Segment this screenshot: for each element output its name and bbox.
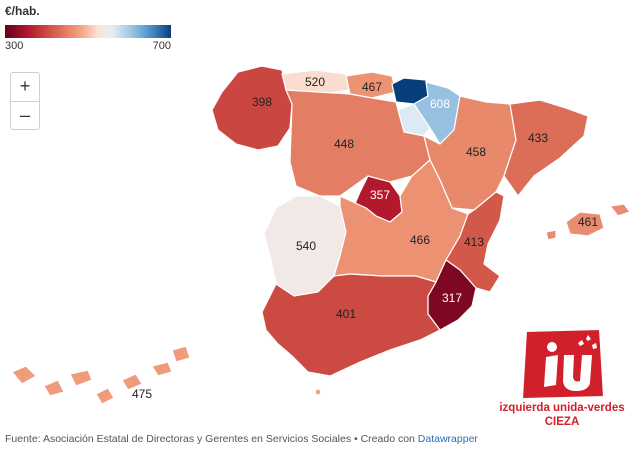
- label-extremadura: 540: [296, 239, 316, 253]
- zoom-control: + –: [10, 72, 40, 130]
- label-baleares: 461: [578, 215, 598, 229]
- zoom-in-button[interactable]: +: [19, 76, 31, 96]
- legend-max-label: 700: [152, 40, 171, 52]
- legend-title: €/hab.: [5, 4, 40, 18]
- iu-logo-mark: [520, 327, 606, 401]
- logo-text: izquierda unida-verdes CIEZA: [492, 401, 632, 429]
- region-navarra[interactable]: [413, 81, 461, 145]
- label-navarra: 608: [430, 97, 450, 111]
- logo-line-1: izquierda unida-verdes: [499, 402, 625, 414]
- label-asturias: 520: [305, 75, 325, 89]
- label-valencia: 413: [464, 235, 484, 249]
- region-valencia[interactable]: [445, 191, 505, 293]
- legend-min-label: 300: [5, 40, 24, 52]
- region-cataluna[interactable]: [503, 99, 589, 198]
- label-castilla-la-mancha: 466: [410, 233, 430, 247]
- label-andalucia: 401: [336, 307, 356, 321]
- datawrapper-link[interactable]: Datawrapper: [417, 433, 478, 445]
- label-murcia: 317: [442, 291, 462, 305]
- region-ceuta[interactable]: [314, 388, 322, 396]
- source-footer: Fuente: Asociación Estatal de Directoras…: [5, 433, 478, 445]
- region-galicia[interactable]: [211, 65, 293, 151]
- label-aragon: 458: [466, 145, 486, 159]
- label-galicia: 398: [252, 95, 272, 109]
- source-text: Fuente: Asociación Estatal de Directoras…: [5, 433, 418, 445]
- label-cantabria: 467: [362, 80, 382, 94]
- color-legend: €/hab. 300 700: [5, 4, 173, 52]
- region-canarias[interactable]: [11, 345, 191, 405]
- label-canarias: 475: [132, 387, 152, 401]
- label-castilla-leon: 448: [334, 137, 354, 151]
- iu-cieza-logo: izquierda unida-verdes CIEZA: [492, 325, 632, 440]
- legend-gradient-bar: [5, 25, 171, 38]
- region-andalucia[interactable]: [261, 273, 441, 377]
- label-cataluna: 433: [528, 131, 548, 145]
- zoom-out-button[interactable]: –: [11, 101, 39, 130]
- label-madrid: 357: [370, 188, 390, 202]
- region-baleares[interactable]: [545, 203, 631, 241]
- logo-line-2: CIEZA: [544, 416, 580, 428]
